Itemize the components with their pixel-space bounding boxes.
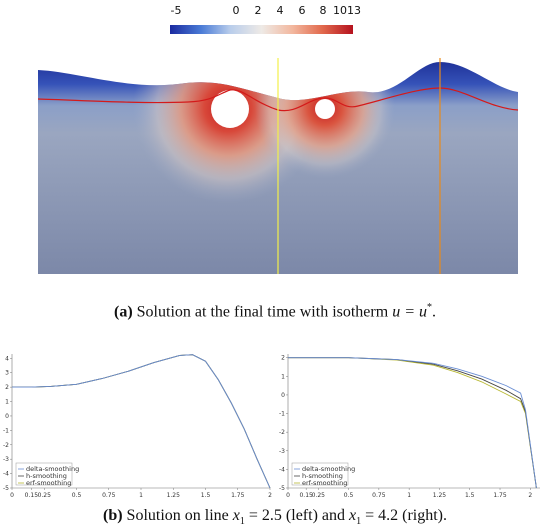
x-tick-label: 0 xyxy=(10,492,14,499)
legend-label: erf-smoothing xyxy=(302,479,347,487)
caption-b: (b) Solution on line x1 = 2.5 (left) and… xyxy=(0,507,550,527)
hole-large xyxy=(211,90,249,128)
caption-b-val1: = 2.5 (left) and xyxy=(244,507,349,524)
series-line xyxy=(12,354,271,489)
y-tick-label: 2 xyxy=(5,384,9,391)
x-tick-label: 0.5 xyxy=(344,492,354,499)
legend-label: erf-smoothing xyxy=(26,479,71,487)
y-tick-label: -3 xyxy=(279,448,285,455)
y-tick-label: 4 xyxy=(5,355,9,362)
hole-small xyxy=(315,99,335,119)
y-tick-label: 1 xyxy=(281,373,285,380)
y-tick-label: -4 xyxy=(3,471,9,478)
x-tick-label: 0.5 xyxy=(72,492,82,499)
isotherm-line xyxy=(38,87,518,112)
x-tick-label: 2 xyxy=(268,492,272,499)
colorbar-tick: 4 xyxy=(276,4,284,17)
series-line xyxy=(288,357,537,489)
caption-b-sub1: 1 xyxy=(239,516,245,528)
colorbar-tick: 0 xyxy=(232,4,240,17)
y-tick-label: 1 xyxy=(5,399,9,406)
x-tick-label: 1 xyxy=(407,492,411,499)
legend-label: delta-smoothing xyxy=(26,465,79,473)
colorbar-tick: 10 xyxy=(333,4,347,17)
x-tick-label: 1.75 xyxy=(231,492,245,499)
colorbar-tick: -5 xyxy=(170,4,182,17)
caption-b-sub2: 1 xyxy=(356,516,362,528)
y-tick-label: -1 xyxy=(279,411,285,418)
x-tick-label: 0.25 xyxy=(312,492,326,499)
x-tick-label: 1.75 xyxy=(493,492,507,499)
caption-b-val2: = 4.2 (right). xyxy=(361,507,448,524)
caption-b-text1: Solution on line xyxy=(122,507,233,524)
y-tick-label: 2 xyxy=(281,355,285,362)
x-tick-label: 1.25 xyxy=(167,492,181,499)
legend-box xyxy=(291,462,349,486)
caption-a: (a) Solution at the final time with isot… xyxy=(0,302,550,321)
colorbar: -5 0 2 4 6 8 10 13 xyxy=(170,0,361,36)
y-tick-label: -5 xyxy=(279,485,285,492)
x-tick-label: 0.15 xyxy=(299,492,313,499)
caption-b-math1: x xyxy=(232,507,240,524)
colorbar-tick: 2 xyxy=(254,4,262,17)
colorbar-tick: 8 xyxy=(319,4,327,17)
colorbar-tick: 13 xyxy=(347,4,361,17)
y-tick-label: -2 xyxy=(279,429,285,436)
colorbar-gradient xyxy=(170,25,353,34)
x-tick-label: 1 xyxy=(139,492,143,499)
caption-b-math2: x xyxy=(349,507,357,524)
caption-a-end: . xyxy=(431,303,436,321)
y-tick-label: -4 xyxy=(279,466,285,473)
legend-label: h-smoothing xyxy=(302,472,343,480)
y-tick-label: -1 xyxy=(3,427,9,434)
caption-b-label: (b) xyxy=(102,507,123,524)
caption-a-text: Solution at the final time with isotherm xyxy=(132,303,393,321)
legend-label: delta-smoothing xyxy=(302,465,355,473)
x-tick-label: 1.5 xyxy=(465,492,475,499)
y-tick-label: 3 xyxy=(5,370,9,377)
x-tick-label: 0.15 xyxy=(25,492,39,499)
x-tick-label: 2 xyxy=(528,492,532,499)
x-tick-label: 1.25 xyxy=(433,492,447,499)
x-tick-label: 0.25 xyxy=(38,492,52,499)
x-tick-label: 0.75 xyxy=(372,492,386,499)
y-tick-label: -3 xyxy=(3,456,9,463)
caption-a-sup: * xyxy=(426,302,432,313)
x-tick-label: 0 xyxy=(286,492,290,499)
y-tick-label: 0 xyxy=(5,413,9,420)
x-tick-label: 1.5 xyxy=(201,492,211,499)
temperature-field xyxy=(38,58,518,274)
caption-a-label: (a) xyxy=(114,303,133,321)
y-tick-label: -5 xyxy=(3,485,9,492)
x-tick-label: 0.75 xyxy=(102,492,116,499)
caption-a-math: u = u xyxy=(392,303,427,321)
y-tick-label: 0 xyxy=(281,392,285,399)
legend-label: h-smoothing xyxy=(26,472,67,480)
colorbar-tick: 6 xyxy=(298,4,306,17)
legend-box xyxy=(15,462,73,486)
y-tick-label: -2 xyxy=(3,442,9,449)
